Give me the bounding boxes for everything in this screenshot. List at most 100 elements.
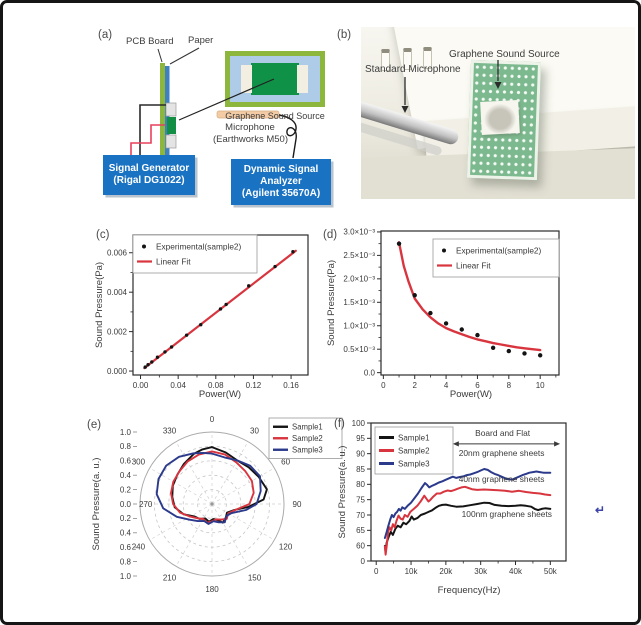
svg-text:20k: 20k bbox=[439, 567, 453, 576]
photo-clip bbox=[381, 49, 390, 71]
inset-pointer-line bbox=[178, 78, 275, 121]
analyzer-line2: Analyzer bbox=[260, 175, 302, 187]
svg-text:0.2: 0.2 bbox=[120, 514, 132, 523]
pcb-board-label: PCB Board bbox=[126, 36, 174, 47]
analyzer-line3: (Agilent 35670A) bbox=[241, 188, 321, 200]
svg-text:100: 100 bbox=[352, 419, 366, 428]
svg-text:30k: 30k bbox=[474, 567, 488, 576]
svg-text:0.002: 0.002 bbox=[107, 327, 128, 336]
svg-text:60: 60 bbox=[356, 541, 365, 550]
svg-text:6: 6 bbox=[475, 381, 480, 390]
svg-text:0: 0 bbox=[361, 557, 366, 566]
svg-text:210: 210 bbox=[163, 574, 177, 583]
svg-text:Sample1: Sample1 bbox=[398, 433, 430, 442]
inset-electrode-left bbox=[241, 65, 252, 93]
microphone-body bbox=[216, 110, 280, 119]
svg-text:0.000: 0.000 bbox=[107, 367, 128, 376]
svg-text:75: 75 bbox=[356, 495, 365, 504]
svg-text:0.04: 0.04 bbox=[170, 381, 186, 390]
svg-text:0.006: 0.006 bbox=[107, 249, 128, 258]
svg-text:Sound Pressure(a. u.): Sound Pressure(a. u.) bbox=[91, 458, 102, 551]
svg-text:0.0: 0.0 bbox=[120, 500, 132, 509]
inset-graphene bbox=[251, 63, 299, 95]
board-clip-top bbox=[165, 102, 177, 117]
svg-text:Board and Flat: Board and Flat bbox=[475, 428, 531, 438]
photo-clip bbox=[423, 47, 432, 69]
svg-text:Sample3: Sample3 bbox=[292, 446, 323, 455]
svg-text:240: 240 bbox=[132, 543, 146, 552]
svg-text:0.8: 0.8 bbox=[120, 442, 132, 451]
board-clip-bottom bbox=[165, 134, 177, 149]
paper-pointer-line bbox=[169, 47, 200, 65]
svg-text:Sample2: Sample2 bbox=[292, 434, 323, 443]
svg-text:0.4: 0.4 bbox=[120, 529, 132, 538]
svg-text:40k: 40k bbox=[509, 567, 523, 576]
svg-text:80: 80 bbox=[356, 480, 365, 489]
inset-caption: Graphene Sound Source bbox=[225, 111, 325, 121]
analyzer-box: Dynamic Signal Analyzer (Agilent 35670A) bbox=[231, 159, 331, 205]
svg-text:Sound Pressure(Pa): Sound Pressure(Pa) bbox=[94, 262, 105, 348]
svg-text:0.6: 0.6 bbox=[120, 457, 132, 466]
return-mark: ↵ bbox=[595, 503, 606, 517]
microphone-label-line2: (Earthworks M50) bbox=[213, 134, 288, 145]
svg-text:90: 90 bbox=[293, 500, 302, 509]
svg-text:Sample2: Sample2 bbox=[398, 446, 430, 455]
svg-text:0.8: 0.8 bbox=[120, 557, 132, 566]
graphene-chip bbox=[167, 117, 176, 134]
svg-text:100nm graphene sheets: 100nm graphene sheets bbox=[462, 509, 552, 519]
svg-text:Sample1: Sample1 bbox=[292, 423, 323, 432]
svg-text:0.5×10⁻³: 0.5×10⁻³ bbox=[343, 345, 375, 354]
photo-annotations bbox=[401, 60, 502, 113]
svg-text:120: 120 bbox=[279, 543, 293, 552]
svg-text:0.2: 0.2 bbox=[120, 485, 132, 494]
svg-text:20nm graphene sheets: 20nm graphene sheets bbox=[459, 448, 545, 458]
svg-text:30: 30 bbox=[250, 426, 259, 435]
chart-pressure-vs-power-decay: 0 2 4 6 8 10 0.0 0.5×10⁻³ 1.0×10⁻³ 1.5×10⁻³ 2.0×10… bbox=[326, 228, 560, 400]
microphone-cable bbox=[278, 114, 297, 159]
svg-text:Sound Pressure(Pa): Sound Pressure(Pa) bbox=[326, 260, 337, 346]
analyzer-line1: Dynamic Signal bbox=[243, 163, 319, 175]
svg-text:0.08: 0.08 bbox=[208, 381, 224, 390]
svg-text:150: 150 bbox=[248, 574, 262, 583]
wire-black bbox=[139, 104, 166, 155]
svg-text:8: 8 bbox=[507, 381, 512, 390]
chart-pressure-vs-power-linear: 0.00 0.04 0.08 0.12 0.16 0.000 0.002 0.004 0.006… bbox=[94, 234, 309, 400]
svg-text:0: 0 bbox=[381, 381, 386, 390]
svg-text:0.004: 0.004 bbox=[107, 288, 128, 297]
svg-text:70: 70 bbox=[356, 511, 365, 520]
svg-text:1.0: 1.0 bbox=[120, 572, 132, 581]
svg-text:Power(W): Power(W) bbox=[450, 389, 492, 400]
svg-text:3.0×10⁻³: 3.0×10⁻³ bbox=[343, 228, 375, 237]
svg-text:270: 270 bbox=[139, 500, 153, 509]
panel-label-c: (c) bbox=[96, 229, 110, 241]
svg-text:0.6: 0.6 bbox=[120, 543, 132, 552]
paper-label: Paper bbox=[188, 35, 214, 46]
chart-frequency-response: 0 10k 20k 30k 40k 50k 0 60 65 70 75 80 85 90 95 100 Boar… bbox=[337, 419, 567, 596]
svg-text:330: 330 bbox=[163, 426, 177, 435]
svg-text:1.5×10⁻³: 1.5×10⁻³ bbox=[343, 298, 375, 307]
signal-generator-line1: Signal Generator bbox=[108, 162, 190, 174]
svg-text:2.0×10⁻³: 2.0×10⁻³ bbox=[343, 275, 375, 284]
svg-text:65: 65 bbox=[356, 526, 365, 535]
standard-microphone-label: Standard Microphone bbox=[365, 64, 461, 75]
svg-text:180: 180 bbox=[205, 585, 219, 594]
svg-text:0: 0 bbox=[210, 415, 215, 424]
svg-text:0.16: 0.16 bbox=[283, 381, 299, 390]
photo-clip bbox=[403, 48, 412, 70]
svg-text:2.5×10⁻³: 2.5×10⁻³ bbox=[343, 251, 375, 260]
setup-diagram-graphics bbox=[130, 47, 325, 181]
svg-text:95: 95 bbox=[356, 434, 365, 443]
svg-text:0.4: 0.4 bbox=[120, 471, 132, 480]
signal-generator-line2: (Rigal DG1022) bbox=[113, 175, 185, 186]
svg-text:0.12: 0.12 bbox=[246, 381, 262, 390]
panel-label-f: (f) bbox=[334, 418, 345, 430]
svg-text:1.0: 1.0 bbox=[120, 428, 132, 437]
svg-text:1.0×10⁻³: 1.0×10⁻³ bbox=[343, 322, 375, 331]
svg-text:Experimental(sample2): Experimental(sample2) bbox=[456, 245, 542, 255]
signal-generator-box: Signal Generator (Rigal DG1022) bbox=[103, 155, 195, 195]
svg-text:Linear Fit: Linear Fit bbox=[156, 256, 191, 266]
svg-text:Power(W): Power(W) bbox=[199, 389, 241, 400]
panel-label-b: (b) bbox=[337, 29, 352, 41]
svg-text:300: 300 bbox=[132, 458, 146, 467]
svg-text:Sample3: Sample3 bbox=[398, 459, 430, 468]
